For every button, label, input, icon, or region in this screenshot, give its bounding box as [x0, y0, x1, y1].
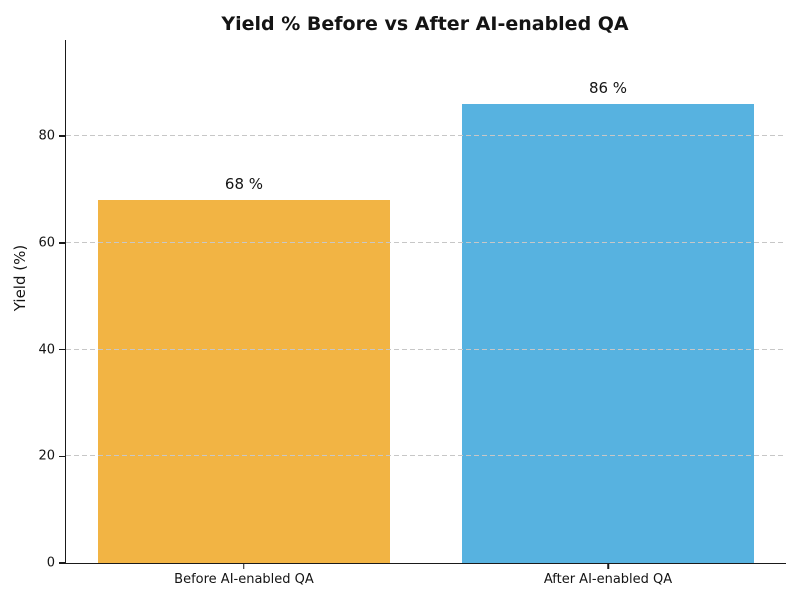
y-axis-tick	[59, 455, 66, 458]
y-axis-label: Yield (%)	[11, 244, 29, 312]
x-axis-tick	[243, 563, 245, 569]
gridline	[66, 348, 786, 350]
y-axis-tick	[59, 348, 66, 351]
y-axis-tick-label: 20	[38, 448, 55, 464]
chart-title: Yield % Before vs After AI-enabled QA	[221, 13, 629, 35]
y-axis-tick	[59, 562, 66, 564]
bar	[98, 200, 390, 563]
y-axis-tick-label: 40	[38, 342, 55, 358]
gridline	[66, 135, 786, 137]
gridline	[66, 455, 786, 457]
bar	[462, 104, 754, 563]
plot-area: 68 % Before AI-enabled QA 86 % After AI-ena…	[38, 40, 786, 587]
bar-value-label: 86 %	[588, 79, 628, 98]
bar-value-label: 68 %	[224, 175, 264, 194]
x-axis-tick-label: After AI-enabled QA	[543, 572, 673, 587]
x-axis-tick	[607, 563, 609, 569]
y-axis-tick-label: 0	[46, 555, 55, 571]
y-axis-tick-label: 80	[38, 128, 55, 144]
x-axis-tick-label: Before AI-enabled QA	[174, 572, 314, 587]
y-axis-tick	[59, 242, 66, 244]
y-axis-tick	[59, 135, 66, 137]
gridline	[66, 241, 786, 243]
y-axis-tick-label: 60	[38, 235, 55, 251]
